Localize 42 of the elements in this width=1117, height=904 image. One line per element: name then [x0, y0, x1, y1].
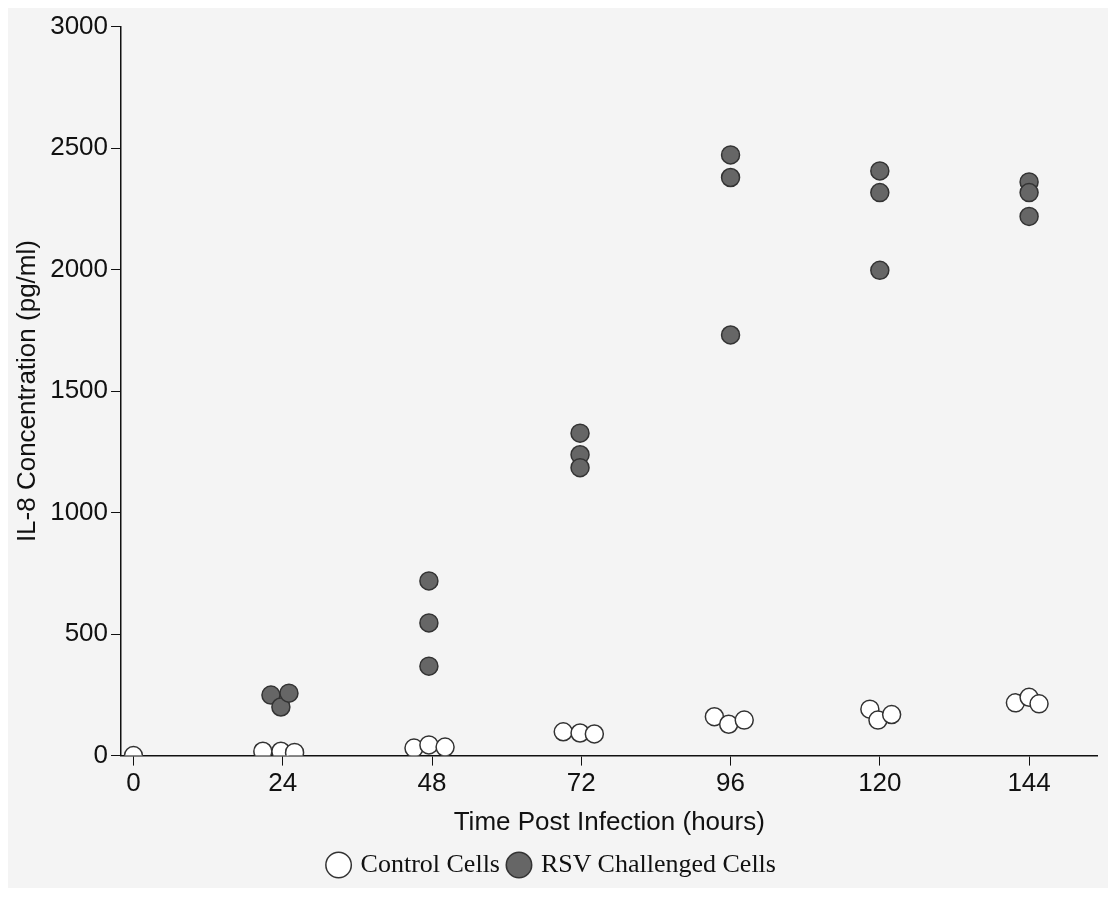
x-tick-label: 48 — [417, 767, 447, 798]
point — [720, 325, 741, 345]
y-tick-label: 500 — [64, 617, 109, 648]
y-tick-label: 0 — [93, 738, 109, 769]
point — [419, 571, 439, 591]
y-tick-label: 1500 — [50, 374, 109, 405]
point — [584, 724, 605, 744]
point — [271, 697, 291, 717]
point — [435, 737, 455, 756]
y-tick-label: 3000 — [50, 9, 109, 40]
point — [419, 735, 439, 755]
x-tick-label: 96 — [716, 767, 746, 798]
point — [419, 656, 439, 676]
y-tick-label: 1000 — [50, 495, 109, 526]
y-tick-label: 2000 — [50, 252, 109, 283]
point — [720, 145, 741, 165]
point — [1019, 182, 1039, 203]
legend-label: RSV Challenged Cells — [540, 848, 776, 878]
point — [570, 423, 590, 443]
x-tick-label: 120 — [858, 767, 902, 798]
point — [734, 710, 754, 730]
legend-label: Control Cells — [360, 848, 500, 878]
point — [553, 722, 573, 742]
point — [718, 714, 739, 734]
x-axis-title: Time Post Infection (hours) — [453, 805, 765, 836]
x-tick-label: 24 — [268, 767, 298, 798]
point — [870, 182, 890, 203]
point — [720, 167, 741, 188]
x-tick-label: 0 — [126, 767, 141, 798]
point — [870, 161, 890, 181]
point — [881, 704, 902, 725]
point — [704, 706, 725, 727]
point — [1029, 694, 1049, 714]
point — [419, 613, 439, 633]
y-tick-label: 2500 — [50, 131, 109, 162]
point — [1019, 206, 1039, 227]
y-axis-title: IL-8 Concentration (pg/ml) — [10, 240, 41, 543]
point — [570, 457, 590, 478]
x-tick-label: 144 — [1007, 767, 1051, 798]
point — [279, 683, 299, 703]
x-tick-label: 72 — [566, 767, 596, 798]
point — [870, 260, 890, 281]
